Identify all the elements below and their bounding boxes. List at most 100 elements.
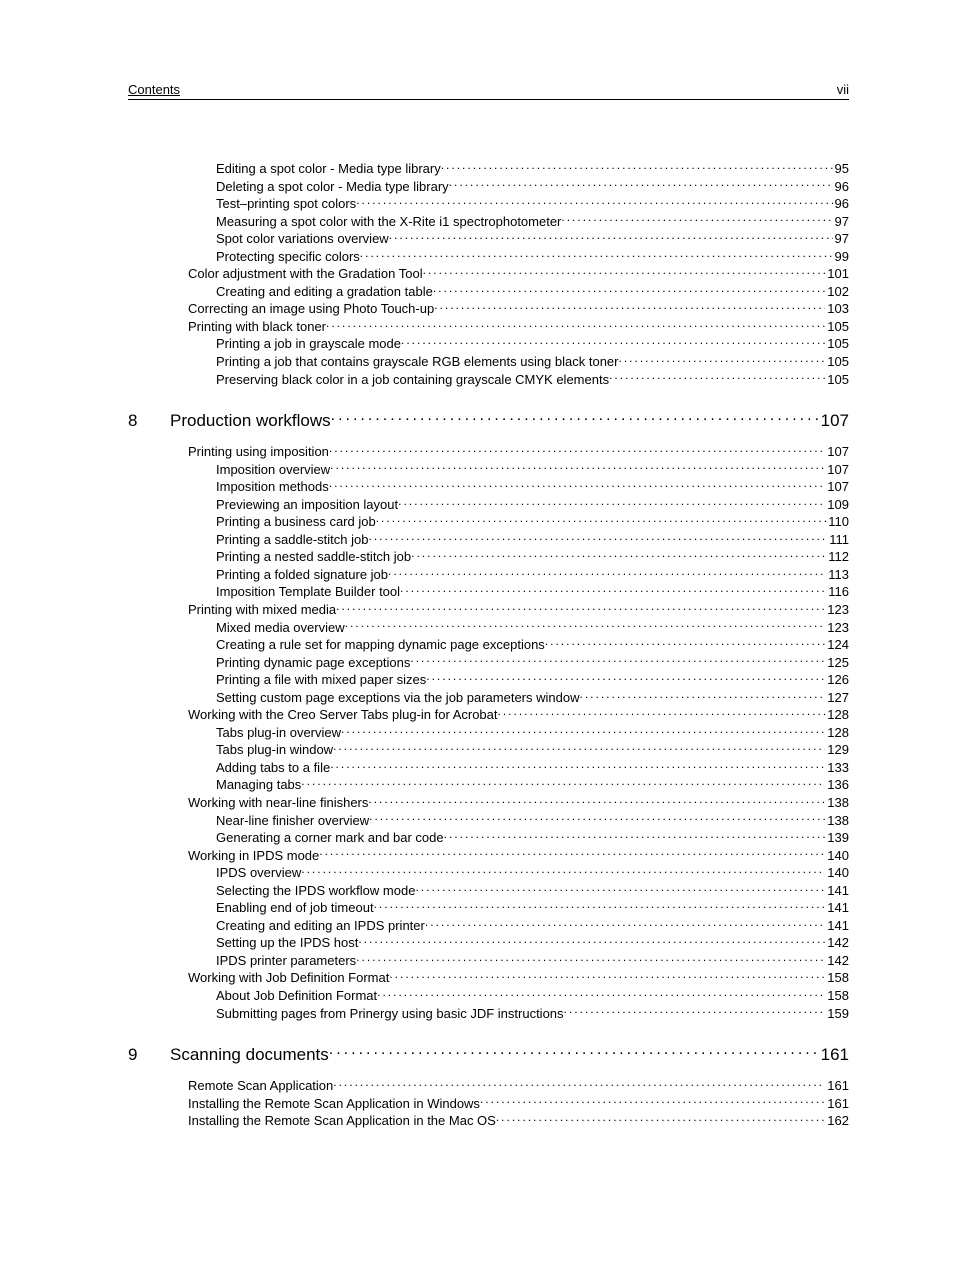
toc-leader (345, 619, 826, 632)
toc-leader (426, 671, 825, 684)
toc-entry: Measuring a spot color with the X-Rite i… (128, 213, 849, 231)
toc-leader (398, 496, 825, 509)
toc-chapter-number: 9 (128, 1044, 170, 1067)
toc-leader (356, 195, 832, 208)
toc-leader (449, 178, 833, 191)
toc-entry-title: Deleting a spot color - Media type libra… (216, 178, 449, 196)
toc-entry-title: Imposition methods (216, 478, 329, 496)
toc-entry: Printing a file with mixed paper sizes12… (128, 671, 849, 689)
toc-entry: Protecting specific colors 99 (128, 248, 849, 266)
toc-leader (369, 812, 825, 825)
toc-entry-title: Protecting specific colors (216, 248, 360, 266)
toc-leader (496, 1112, 825, 1125)
toc-entry-title: Printing a business card job (216, 513, 376, 531)
toc-entry-title: Creating a rule set for mapping dynamic … (216, 636, 545, 654)
toc-leader (368, 794, 825, 807)
header-title: Contents (128, 82, 180, 97)
toc-leader (329, 443, 825, 456)
toc-page-number: 161 (825, 1095, 849, 1113)
toc-entry-title: Installing the Remote Scan Application i… (188, 1112, 496, 1130)
toc-page-number: 140 (825, 847, 849, 865)
toc-entry: Selecting the IPDS workflow mode141 (128, 882, 849, 900)
toc-leader (434, 300, 825, 313)
toc-leader (368, 531, 827, 544)
toc-entry-title: Managing tabs (216, 776, 301, 794)
toc-page-number: 110 (826, 513, 849, 531)
page-number: vii (837, 82, 849, 97)
toc-entry: Correcting an image using Photo Touch-up… (128, 300, 849, 318)
toc-page-number: 141 (825, 882, 849, 900)
toc-entry: Working with near-line finishers138 (128, 794, 849, 812)
toc-entry-title: Tabs plug-in overview (216, 724, 341, 742)
toc-entry-title: Adding tabs to a file (216, 759, 330, 777)
toc-leader (411, 548, 826, 561)
toc-entry: Imposition methods107 (128, 478, 849, 496)
toc-entry-title: Preserving black color in a job containi… (216, 371, 609, 389)
toc-page-number: 139 (825, 829, 849, 847)
toc-leader (400, 583, 826, 596)
toc-entry: Creating a rule set for mapping dynamic … (128, 636, 849, 654)
toc-page-number: 97 (833, 230, 849, 248)
toc-leader (319, 847, 825, 860)
toc-page-number: 111 (827, 531, 849, 549)
toc-page-number: 141 (825, 899, 849, 917)
toc-leader (389, 230, 833, 243)
toc-leader (341, 724, 825, 737)
toc-leader (444, 829, 826, 842)
toc-page-number: 101 (825, 265, 849, 283)
toc-entry-title: Editing a spot color - Media type librar… (216, 160, 441, 178)
toc-entry: Enabling end of job timeout141 (128, 899, 849, 917)
toc-entry: Tabs plug-in window129 (128, 741, 849, 759)
toc-page-number: 129 (825, 741, 849, 759)
toc-chapter-title: Production workflows (170, 410, 331, 433)
toc-leader (423, 265, 826, 278)
toc-leader (331, 413, 819, 426)
toc-page-number: 141 (825, 917, 849, 935)
toc-page-number: 138 (825, 812, 849, 830)
toc-page-number: 107 (819, 410, 849, 433)
toc-entry-title: Setting up the IPDS host (216, 934, 358, 952)
toc-leader (389, 969, 825, 982)
toc-entry-title: Submitting pages from Prinergy using bas… (216, 1005, 564, 1023)
toc-entry-title: Remote Scan Application (188, 1077, 333, 1095)
toc-page-number: 109 (825, 496, 849, 514)
toc-entry: Printing with black toner105 (128, 318, 849, 336)
toc-entry-title: Working with Job Definition Format (188, 969, 389, 987)
toc-leader (330, 759, 825, 772)
toc-entry: Remote Scan Application161 (128, 1077, 849, 1095)
toc-entry: Imposition Template Builder tool116 (128, 583, 849, 601)
toc-entry: Printing a job that contains grayscale R… (128, 353, 849, 371)
toc-entry: Printing with mixed media123 (128, 601, 849, 619)
toc-page-number: 105 (825, 371, 849, 389)
toc-leader (498, 706, 826, 719)
toc-leader (333, 1077, 825, 1090)
toc-page-number: 96 (833, 178, 849, 196)
toc-page-number: 126 (825, 671, 849, 689)
toc-leader (360, 248, 833, 261)
toc-entry-title: Near-line finisher overview (216, 812, 369, 830)
toc-page-number: 102 (825, 283, 849, 301)
toc-entry-title: Printing a job in grayscale mode (216, 335, 401, 353)
toc-entry: Setting custom page exceptions via the j… (128, 689, 849, 707)
toc-leader (301, 776, 825, 789)
toc-page-number: 113 (826, 566, 849, 584)
toc-page-number: 161 (819, 1044, 849, 1067)
toc-leader (410, 654, 825, 667)
toc-leader (609, 371, 825, 384)
toc-entry: Printing a folded signature job113 (128, 566, 849, 584)
toc-leader (374, 899, 826, 912)
toc-entry-title: Color adjustment with the Gradation Tool (188, 265, 423, 283)
toc-page-number: 99 (833, 248, 849, 266)
toc-entry-title: Installing the Remote Scan Application i… (188, 1095, 480, 1113)
toc-entry: Working with Job Definition Format158 (128, 969, 849, 987)
toc-entry: Imposition overview107 (128, 461, 849, 479)
toc-entry: Preserving black color in a job containi… (128, 371, 849, 389)
toc-entry-title: IPDS overview (216, 864, 301, 882)
toc-page-number: 107 (825, 443, 849, 461)
toc-page-number: 127 (825, 689, 849, 707)
toc-chapter: 9Scanning documents161 (128, 1044, 849, 1067)
toc-entry: Test–printing spot colors96 (128, 195, 849, 213)
toc-entry: IPDS printer parameters142 (128, 952, 849, 970)
toc-entry: About Job Definition Format158 (128, 987, 849, 1005)
toc-page-number: 128 (825, 724, 849, 742)
